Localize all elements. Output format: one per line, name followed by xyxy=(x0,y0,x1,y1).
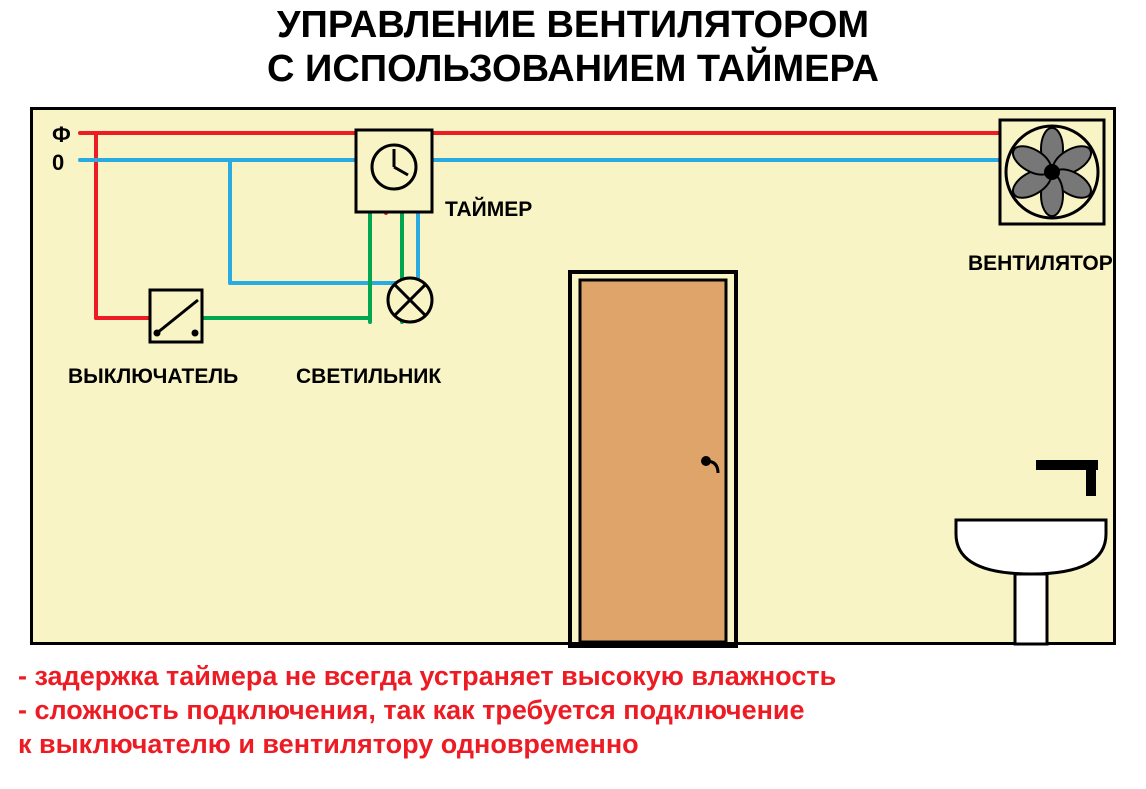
fan-label: ВЕНТИЛЯТОР xyxy=(968,252,1113,276)
note-line-3: к выключателю и вентилятору одновременно xyxy=(18,728,836,762)
notes-block: - задержка таймера не всегда устраняет в… xyxy=(18,660,836,761)
timer-label: ТАЙМЕР xyxy=(445,198,532,222)
switch-label: ВЫКЛЮЧАТЕЛЬ xyxy=(68,365,238,389)
note-line-2: - сложность подключения, так как требует… xyxy=(18,694,836,728)
lamp-label: СВЕТИЛЬНИК xyxy=(296,365,441,389)
neutral-label: 0 xyxy=(52,150,64,176)
note-line-1: - задержка таймера не всегда устраняет в… xyxy=(18,660,836,694)
diagram-canvas: УПРАВЛЕНИЕ ВЕНТИЛЯТОРОМ С ИСПОЛЬЗОВАНИЕМ… xyxy=(0,0,1146,789)
phase-label: Ф xyxy=(52,122,71,148)
